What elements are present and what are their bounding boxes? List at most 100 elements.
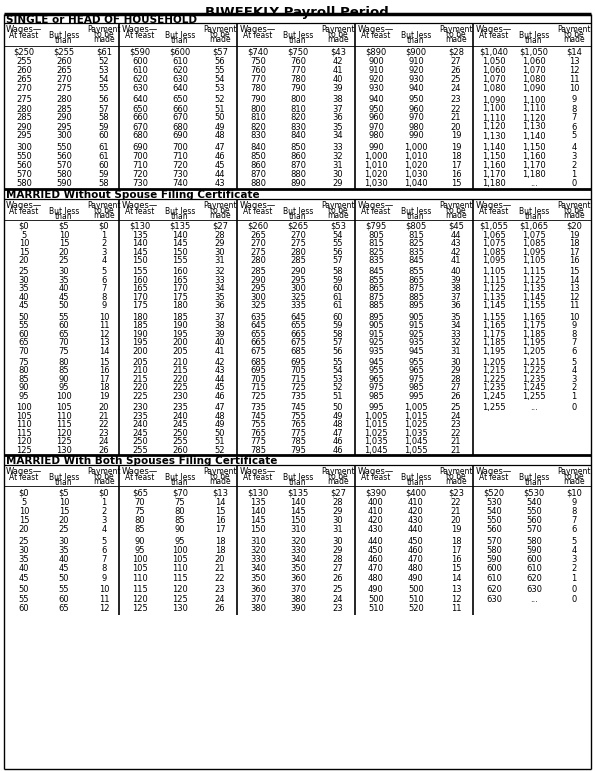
Text: 55: 55 [59, 585, 69, 594]
Text: 31: 31 [333, 161, 343, 170]
Text: 100: 100 [16, 403, 32, 412]
Text: 805: 805 [368, 231, 384, 240]
Text: 1,100: 1,100 [522, 96, 546, 105]
Text: 285: 285 [16, 113, 32, 123]
Text: BIWEEKLY Payroll Period: BIWEEKLY Payroll Period [205, 6, 389, 19]
Text: made: made [445, 35, 467, 44]
Text: 59: 59 [99, 123, 109, 132]
Text: 40: 40 [451, 268, 461, 276]
Text: 970: 970 [408, 113, 424, 123]
Text: 765: 765 [290, 420, 306, 429]
Text: At least: At least [361, 31, 391, 40]
Text: 65: 65 [18, 338, 29, 347]
Text: 60: 60 [59, 321, 69, 330]
Text: 12: 12 [569, 293, 580, 302]
Text: At least: At least [243, 207, 273, 216]
Text: 645: 645 [290, 312, 306, 322]
Text: 135: 135 [250, 497, 266, 507]
Text: 820: 820 [290, 113, 306, 123]
Text: 60: 60 [99, 132, 109, 140]
Text: 30: 30 [18, 546, 29, 555]
Text: 34: 34 [450, 321, 461, 330]
Text: 60: 60 [333, 284, 343, 293]
Text: 9: 9 [571, 321, 577, 330]
Text: 4: 4 [571, 143, 577, 152]
Text: 830: 830 [250, 132, 266, 140]
Text: 980: 980 [408, 123, 424, 132]
Text: 250: 250 [132, 437, 148, 446]
Text: 150: 150 [250, 525, 266, 534]
Text: 30: 30 [333, 170, 343, 179]
Text: 3: 3 [101, 247, 107, 257]
Text: 1,170: 1,170 [482, 170, 506, 179]
Text: 360: 360 [290, 574, 306, 583]
Text: 20: 20 [19, 256, 29, 265]
Text: 37: 37 [215, 312, 226, 322]
Text: 800: 800 [250, 105, 266, 113]
Text: 430: 430 [368, 525, 384, 534]
Text: 40: 40 [19, 564, 29, 574]
Text: 31: 31 [333, 525, 343, 534]
Text: Wages—: Wages— [476, 467, 512, 476]
Text: 1,105: 1,105 [522, 256, 546, 265]
Text: $135: $135 [287, 488, 309, 497]
Text: $28: $28 [448, 48, 464, 57]
Text: 75: 75 [59, 347, 69, 355]
Text: 9: 9 [101, 574, 107, 583]
Text: 865: 865 [368, 284, 384, 293]
Text: 55: 55 [59, 312, 69, 322]
Text: 855: 855 [408, 268, 424, 276]
Text: 620: 620 [132, 75, 148, 84]
Text: 330: 330 [290, 546, 306, 555]
Text: 26: 26 [450, 66, 461, 75]
Text: 1,035: 1,035 [364, 437, 388, 446]
Text: 660: 660 [132, 113, 148, 123]
Text: 49: 49 [215, 123, 226, 132]
Text: 255: 255 [172, 437, 188, 446]
Text: 1,035: 1,035 [404, 429, 428, 438]
Text: 885: 885 [368, 301, 384, 311]
Text: 120: 120 [132, 594, 148, 604]
Text: 50: 50 [333, 403, 343, 412]
Text: 50: 50 [19, 585, 29, 594]
Text: $265: $265 [287, 222, 309, 231]
Text: 215: 215 [172, 366, 188, 375]
Text: 1,130: 1,130 [482, 132, 506, 140]
Text: 715: 715 [290, 375, 306, 384]
Text: 1,015: 1,015 [364, 420, 388, 429]
Text: 290: 290 [16, 123, 32, 132]
Text: 240: 240 [132, 420, 148, 429]
Text: Wages—: Wages— [122, 467, 158, 476]
Text: 610: 610 [526, 564, 542, 574]
Text: 620: 620 [526, 574, 542, 583]
Text: 15: 15 [59, 507, 69, 516]
Text: 9: 9 [571, 96, 577, 105]
Text: But less: But less [401, 207, 431, 216]
Text: 52: 52 [215, 96, 226, 105]
Text: 1,170: 1,170 [522, 161, 546, 170]
Text: 160: 160 [132, 276, 148, 284]
Text: to be: to be [94, 206, 114, 215]
Text: 730: 730 [132, 179, 148, 188]
Text: 39: 39 [215, 329, 226, 338]
Text: But less: But less [283, 207, 313, 216]
Text: 10: 10 [99, 585, 109, 594]
Text: 945: 945 [408, 347, 424, 355]
Text: 20: 20 [99, 403, 109, 412]
Text: 23: 23 [450, 420, 461, 429]
Text: 60: 60 [333, 312, 343, 322]
Text: 470: 470 [408, 555, 424, 564]
Text: $255: $255 [54, 48, 74, 57]
Text: 45: 45 [215, 383, 226, 392]
Text: 560: 560 [526, 516, 542, 525]
Text: 30: 30 [333, 537, 343, 546]
Text: 865: 865 [408, 276, 424, 284]
Text: made: made [93, 35, 115, 44]
Text: 1,000: 1,000 [364, 152, 388, 161]
Text: 175: 175 [132, 301, 148, 311]
Text: 245: 245 [132, 429, 148, 438]
Text: 45: 45 [19, 574, 29, 583]
Text: 975: 975 [408, 375, 424, 384]
Text: 300: 300 [16, 143, 32, 152]
Text: At least: At least [10, 31, 39, 40]
